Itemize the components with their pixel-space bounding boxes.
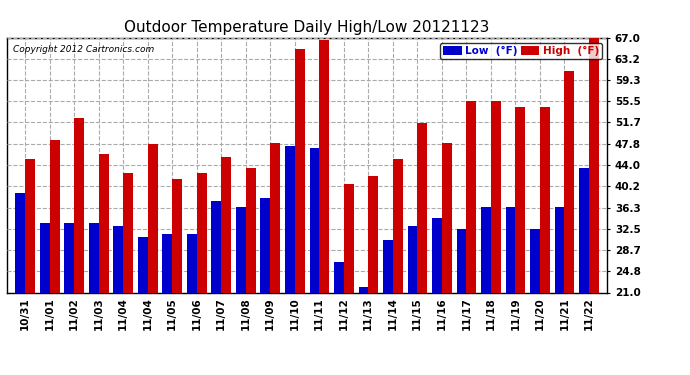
Bar xyxy=(89,223,99,292)
Bar xyxy=(261,198,270,292)
Bar xyxy=(408,226,417,292)
Bar xyxy=(466,101,476,292)
Bar xyxy=(530,229,540,292)
Bar xyxy=(432,217,442,292)
Bar xyxy=(359,287,368,292)
Bar xyxy=(212,201,221,292)
Bar xyxy=(285,146,295,292)
Bar xyxy=(246,168,255,292)
Bar xyxy=(491,101,501,292)
Bar xyxy=(334,262,344,292)
Bar xyxy=(26,159,35,292)
Bar xyxy=(270,143,280,292)
Bar xyxy=(579,168,589,292)
Bar xyxy=(295,49,304,292)
Bar xyxy=(15,193,26,292)
Bar xyxy=(236,207,246,292)
Legend: Low  (°F), High  (°F): Low (°F), High (°F) xyxy=(440,43,602,59)
Bar xyxy=(40,223,50,292)
Bar xyxy=(344,184,353,292)
Bar xyxy=(442,143,452,292)
Bar xyxy=(310,148,319,292)
Bar xyxy=(113,226,124,292)
Bar xyxy=(99,154,108,292)
Bar xyxy=(368,176,378,292)
Bar xyxy=(50,140,59,292)
Bar xyxy=(138,237,148,292)
Bar xyxy=(555,207,564,292)
Bar xyxy=(564,71,574,292)
Bar xyxy=(383,240,393,292)
Bar xyxy=(506,207,515,292)
Bar xyxy=(393,159,402,292)
Bar xyxy=(515,107,525,292)
Text: Copyright 2012 Cartronics.com: Copyright 2012 Cartronics.com xyxy=(13,45,154,54)
Bar xyxy=(481,207,491,292)
Bar xyxy=(162,234,172,292)
Bar xyxy=(417,123,427,292)
Bar xyxy=(589,38,599,292)
Bar xyxy=(457,229,466,292)
Bar xyxy=(124,173,133,292)
Bar xyxy=(540,107,550,292)
Bar xyxy=(187,234,197,292)
Bar xyxy=(172,179,182,292)
Bar xyxy=(197,173,206,292)
Bar xyxy=(221,157,231,292)
Bar xyxy=(319,40,329,292)
Bar xyxy=(75,118,84,292)
Bar xyxy=(64,223,75,292)
Title: Outdoor Temperature Daily High/Low 20121123: Outdoor Temperature Daily High/Low 20121… xyxy=(124,20,490,35)
Bar xyxy=(148,144,157,292)
